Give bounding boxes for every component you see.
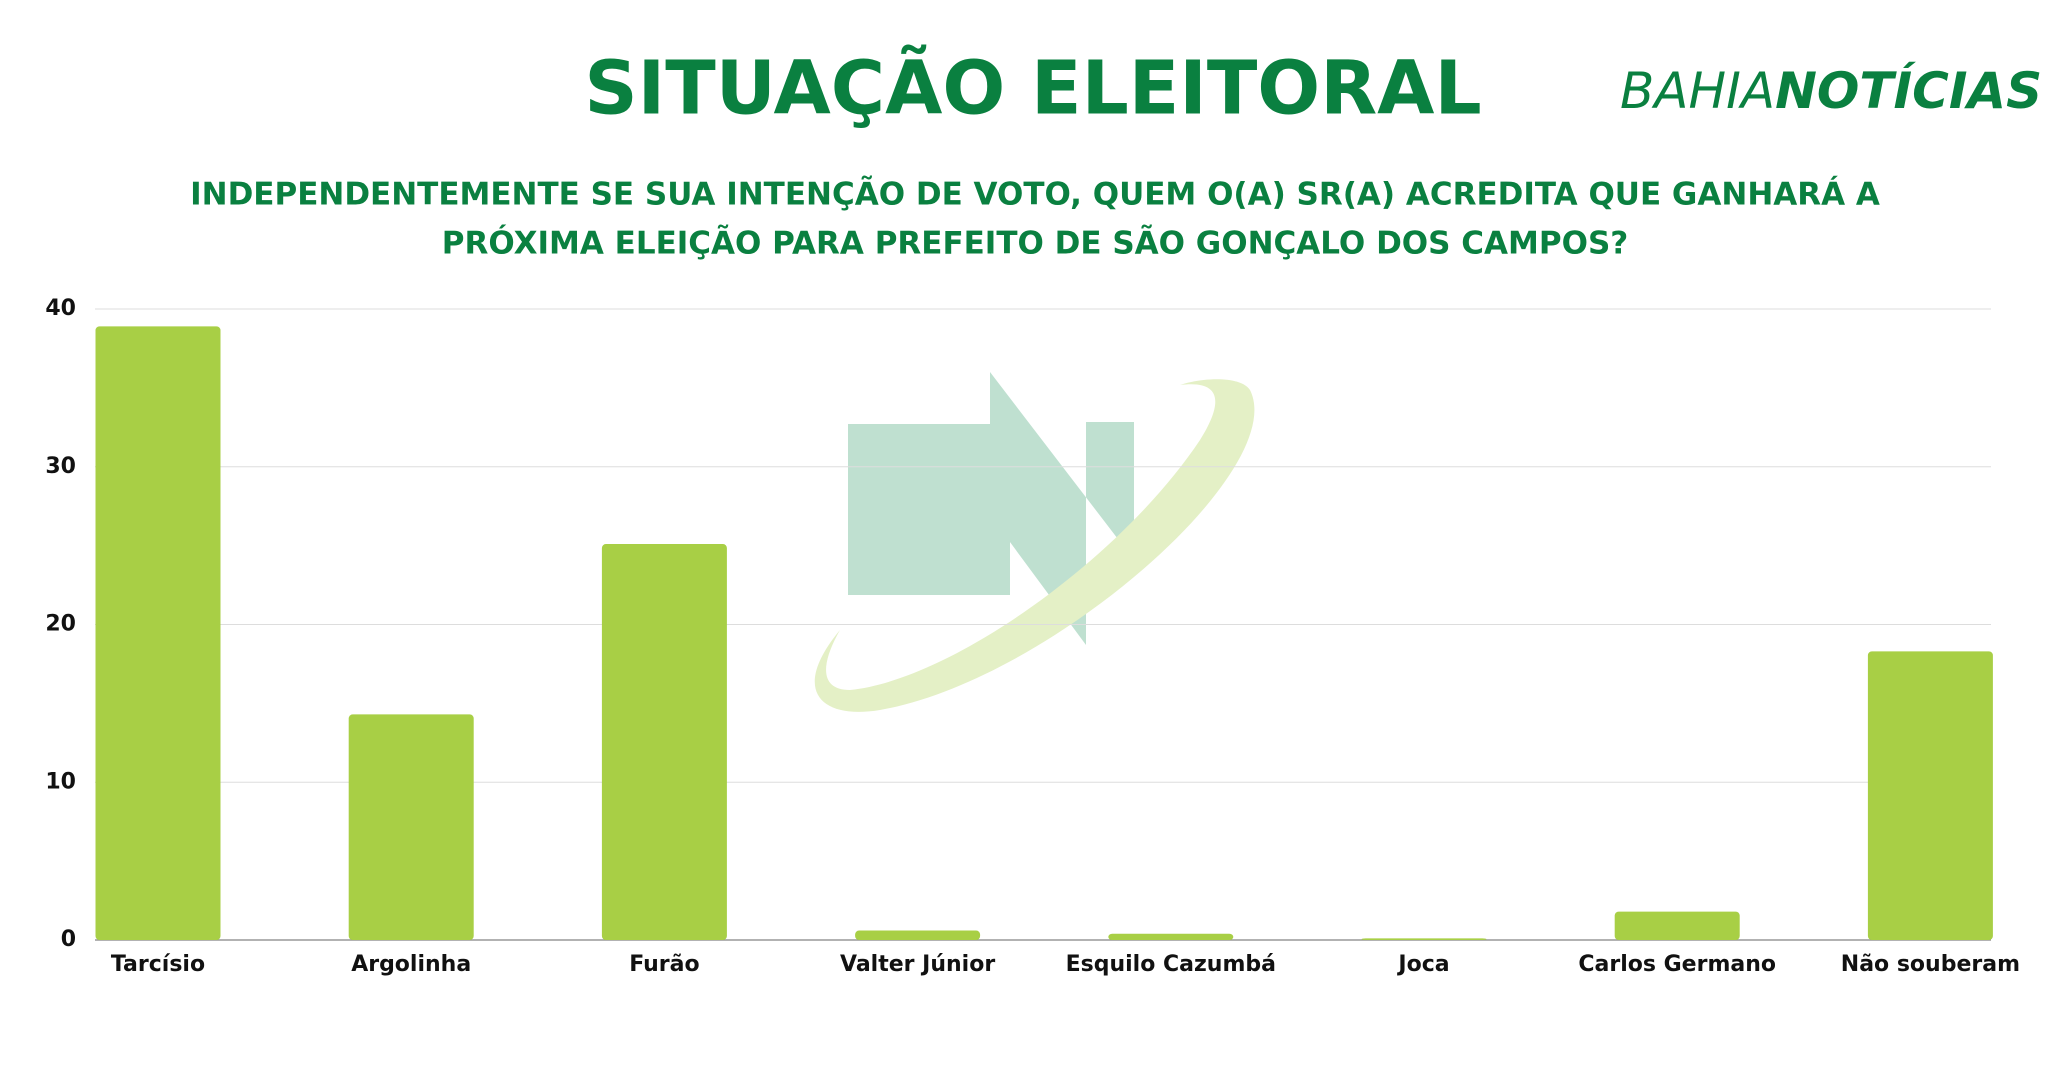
x-tick-label: Carlos Germano xyxy=(1578,952,1776,977)
y-tick-label: 0 xyxy=(61,927,76,952)
y-tick-label: 20 xyxy=(45,612,76,637)
bar xyxy=(601,544,727,940)
chart-subtitle: PRÓXIMA ELEIÇÃO PARA PREFEITO DE SÃO GON… xyxy=(442,225,1629,262)
logo: BAHIANOTÍCIAS xyxy=(1620,61,2042,120)
x-tick-label: Não souberam xyxy=(1841,952,2020,977)
bar xyxy=(95,326,221,940)
watermark-swoosh xyxy=(814,379,1255,712)
chart-title: SITUAÇÃO ELEITORAL xyxy=(584,44,1481,132)
watermark-n xyxy=(990,372,1134,645)
bar xyxy=(1614,911,1740,940)
watermark-b xyxy=(848,424,1010,595)
x-tick-label: Argolinha xyxy=(351,952,471,977)
bar xyxy=(348,714,474,940)
y-tick-label: 40 xyxy=(45,296,76,321)
bar xyxy=(1108,933,1234,940)
y-tick-label: 30 xyxy=(45,454,76,479)
y-tick-label: 10 xyxy=(45,769,76,794)
bar xyxy=(1361,938,1487,940)
chart-subtitle: INDEPENDENTEMENTE SE SUA INTENÇÃO DE VOT… xyxy=(190,176,1880,213)
x-tick-label: Joca xyxy=(1396,952,1449,977)
x-tick-label: Tarcísio xyxy=(111,952,205,977)
x-tick-label: Furão xyxy=(629,952,699,977)
bar xyxy=(855,930,981,940)
x-tick-label: Valter Júnior xyxy=(840,952,995,977)
bar xyxy=(1867,651,1993,940)
x-tick-label: Esquilo Cazumbá xyxy=(1066,952,1276,977)
